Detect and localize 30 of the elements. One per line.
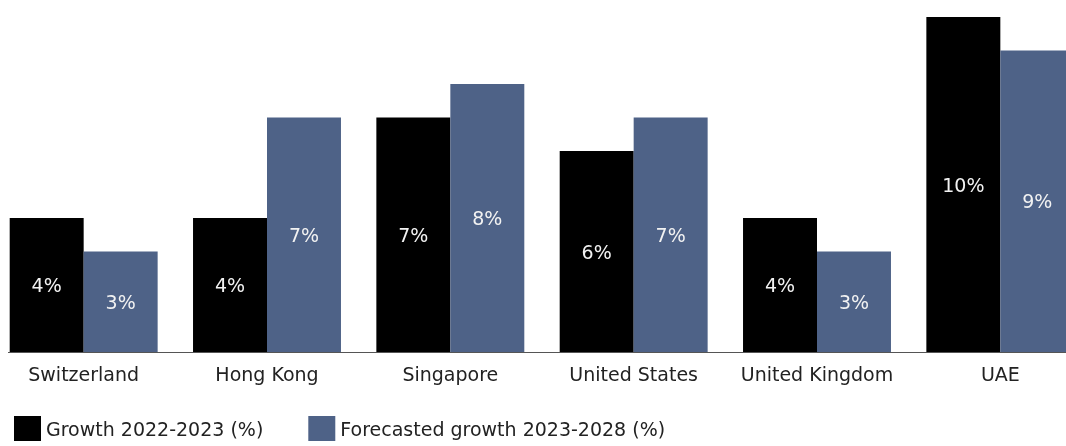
data-label: 7% — [655, 223, 686, 246]
bar — [633, 117, 708, 352]
data-label: 8% — [472, 207, 503, 229]
data-label: 3% — [838, 290, 870, 313]
data-label: 9% — [1022, 190, 1053, 213]
bar — [743, 218, 817, 352]
bar — [83, 251, 158, 352]
bar — [817, 251, 891, 352]
bar — [450, 84, 525, 352]
x-tick-label: United States — [569, 362, 698, 385]
bar — [559, 151, 634, 352]
x-tick-label: United Kingdom — [740, 362, 894, 385]
data-label: 4% — [214, 274, 246, 296]
data-label: 6% — [581, 240, 612, 263]
data-label: 3% — [105, 290, 136, 313]
x-tick-label: UAE — [980, 362, 1020, 385]
data-label: 10% — [942, 173, 985, 196]
legend-label: Growth 2022-2023 (%) — [46, 417, 264, 440]
bar — [376, 117, 451, 352]
data-label: 7% — [398, 223, 429, 246]
x-tick-label: Singapore — [402, 362, 499, 385]
data-label: 4% — [764, 274, 796, 296]
x-tick-label: Switzerland — [28, 362, 140, 385]
legend-label: Forecasted growth 2023-2028 (%) — [340, 417, 666, 440]
bar — [193, 218, 267, 352]
bar — [9, 218, 84, 352]
bar — [267, 117, 341, 352]
data-label: 4% — [31, 274, 62, 296]
data-label: 7% — [288, 223, 320, 246]
x-tick-label: Hong Kong — [215, 362, 319, 385]
